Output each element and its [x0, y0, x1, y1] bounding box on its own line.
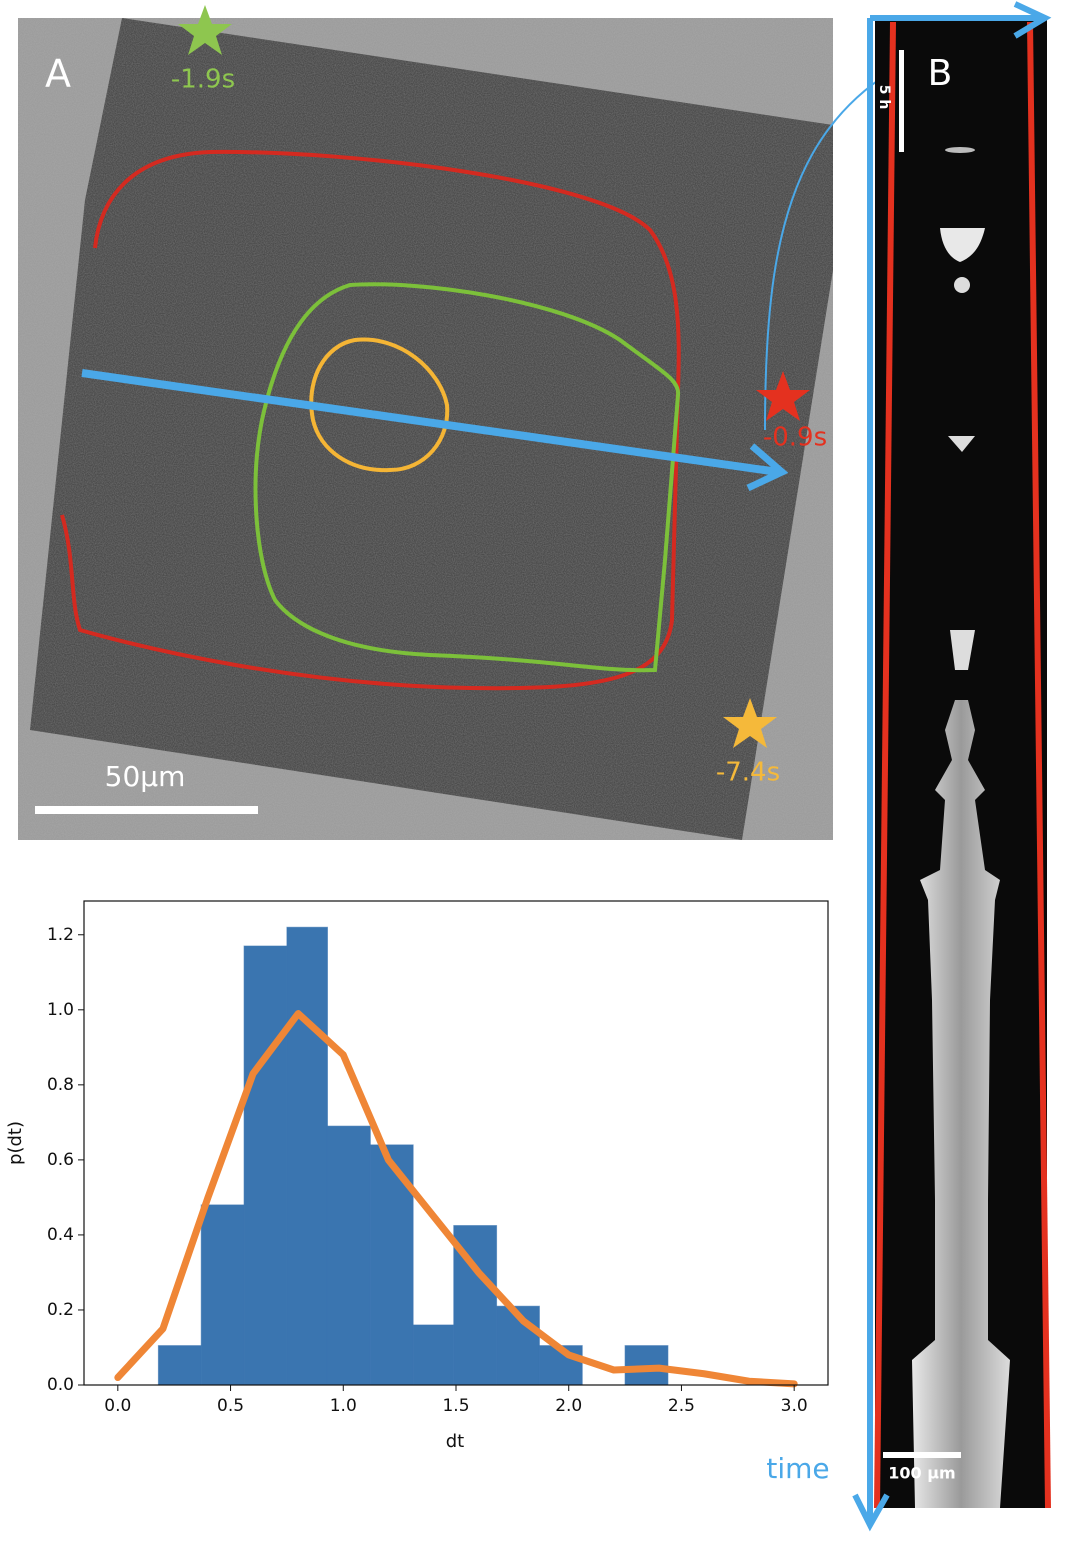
x-tick-label: 1.0 — [330, 1396, 357, 1416]
x-tick-label: 3.0 — [781, 1396, 808, 1416]
x-tick-label: 0.5 — [217, 1396, 244, 1416]
x-tick-label: 2.0 — [555, 1396, 582, 1416]
marker-label: -0.9s — [763, 423, 827, 453]
y-tick-label: 0.4 — [47, 1225, 74, 1245]
panel-label: B — [928, 53, 953, 94]
noise — [18, 18, 833, 840]
y-tick-label: 0.8 — [47, 1075, 74, 1095]
x-axis-label: dt — [446, 1431, 464, 1452]
y-tick-label: 0.2 — [47, 1300, 74, 1320]
y-tick-label: 1.2 — [47, 925, 74, 945]
bar — [157, 1345, 202, 1386]
crystal — [950, 630, 975, 670]
crystal-trunk — [912, 700, 1010, 1508]
scale-bar-label: 50μm — [105, 760, 186, 793]
crystal — [945, 147, 975, 153]
crystal — [940, 228, 985, 262]
marker-label: -7.4s — [716, 758, 780, 788]
space-arrow-head — [1013, 1, 1052, 39]
star-red — [756, 371, 810, 421]
star-orange — [723, 698, 777, 748]
y-tick-label: 1.0 — [47, 1000, 74, 1020]
y-tick-label: 0.0 — [47, 1375, 74, 1395]
contour-green — [253, 282, 681, 673]
bar — [412, 1324, 455, 1386]
time-label: time — [766, 1452, 829, 1485]
time-scale-bar — [899, 50, 904, 152]
crystal — [948, 436, 975, 452]
boundary — [1027, 21, 1051, 1509]
contour-orange — [309, 337, 450, 473]
scale-bar-label: 100 μm — [888, 1464, 955, 1483]
bar — [326, 1125, 371, 1386]
panel-b: B 5 h 100 μm time — [766, 1, 1052, 1532]
x-tick-label: 0.0 — [104, 1396, 131, 1416]
panel-a: -1.9s -0.9s -7.4s A 50μm — [18, 5, 1041, 840]
profile-arrow-head — [746, 443, 789, 492]
density-curve — [114, 1010, 798, 1388]
profile-arrow — [81, 369, 779, 476]
boundary — [874, 21, 896, 1509]
y-tick-label: 0.6 — [47, 1150, 74, 1170]
crystal — [954, 277, 970, 293]
y-axis-label: p(dt) — [5, 1121, 26, 1165]
marker-label: -1.9s — [171, 65, 235, 95]
scale-bar — [35, 806, 258, 814]
scale-bar — [883, 1452, 961, 1458]
time-arrow-head — [852, 1493, 890, 1532]
x-tick-label: 2.5 — [668, 1396, 695, 1416]
star-green — [178, 5, 232, 55]
bar — [200, 1204, 245, 1386]
panel-label: A — [45, 52, 71, 96]
x-tick-label: 1.5 — [442, 1396, 469, 1416]
histogram: dt p(dt) 0.0 0.5 1.0 1.5 2.0 2.5 3.0 0.0 0.2 0.4 0… — [5, 900, 829, 1452]
time-scale-label: 5 h — [876, 85, 892, 110]
bar — [243, 945, 288, 1386]
bar — [286, 926, 328, 1386]
